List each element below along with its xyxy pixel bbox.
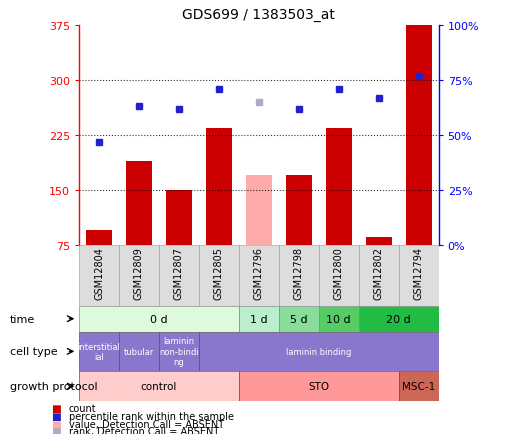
Bar (358, 245, 398, 306)
Text: control: control (140, 381, 177, 391)
Bar (358, 306, 438, 332)
Bar (165, 191, 191, 245)
Text: value, Detection Call = ABSENT: value, Detection Call = ABSENT (69, 419, 223, 428)
Bar (318, 245, 358, 306)
Text: cell type: cell type (10, 347, 58, 356)
Bar (79, 245, 119, 306)
Text: laminin
non-bindi
ng: laminin non-bindi ng (159, 337, 199, 366)
Text: ■: ■ (51, 427, 61, 434)
Text: laminin binding: laminin binding (286, 347, 351, 356)
Bar (398, 371, 438, 401)
Bar (405, 26, 431, 245)
Bar (79, 371, 238, 401)
Bar (238, 306, 278, 332)
Text: GSM12796: GSM12796 (253, 247, 263, 299)
Text: GSM12805: GSM12805 (213, 247, 223, 299)
Text: ■: ■ (51, 411, 61, 421)
Text: 5 d: 5 d (290, 314, 307, 324)
Bar (278, 245, 318, 306)
Text: GSM12802: GSM12802 (373, 247, 383, 299)
Bar (79, 332, 119, 371)
Bar (238, 371, 398, 401)
Text: ■: ■ (51, 419, 61, 428)
Bar (285, 176, 311, 245)
Bar (325, 128, 351, 245)
Text: GSM12798: GSM12798 (293, 247, 303, 299)
Text: growth protocol: growth protocol (10, 381, 98, 391)
Bar (79, 306, 238, 332)
Text: GSM12804: GSM12804 (94, 247, 104, 299)
Text: time: time (10, 314, 36, 324)
Text: STO: STO (307, 381, 329, 391)
Text: GSM12794: GSM12794 (413, 247, 423, 299)
Text: count: count (69, 403, 96, 413)
Text: percentile rank within the sample: percentile rank within the sample (69, 411, 234, 421)
Bar (398, 245, 438, 306)
Bar (278, 306, 318, 332)
Text: GSM12807: GSM12807 (174, 247, 184, 299)
Bar (206, 128, 232, 245)
Bar (159, 245, 199, 306)
Bar (119, 245, 159, 306)
Text: tubular: tubular (124, 347, 154, 356)
Bar (86, 230, 112, 245)
Text: 1 d: 1 d (249, 314, 267, 324)
Text: MSC-1: MSC-1 (401, 381, 434, 391)
Bar (318, 306, 358, 332)
Bar (199, 245, 238, 306)
Bar (126, 161, 152, 245)
Bar (159, 332, 199, 371)
Text: GSM12800: GSM12800 (333, 247, 343, 299)
Text: 20 d: 20 d (385, 314, 410, 324)
Bar (245, 176, 271, 245)
Text: 10 d: 10 d (326, 314, 350, 324)
Bar (365, 238, 391, 245)
Bar (238, 245, 278, 306)
Text: interstitial
ial: interstitial ial (77, 342, 120, 361)
Bar (119, 332, 159, 371)
Text: 0 d: 0 d (150, 314, 167, 324)
Text: GSM12809: GSM12809 (134, 247, 144, 299)
Title: GDS699 / 1383503_at: GDS699 / 1383503_at (182, 8, 334, 22)
Bar (199, 332, 438, 371)
Text: rank, Detection Call = ABSENT: rank, Detection Call = ABSENT (69, 427, 219, 434)
Text: ■: ■ (51, 403, 61, 413)
